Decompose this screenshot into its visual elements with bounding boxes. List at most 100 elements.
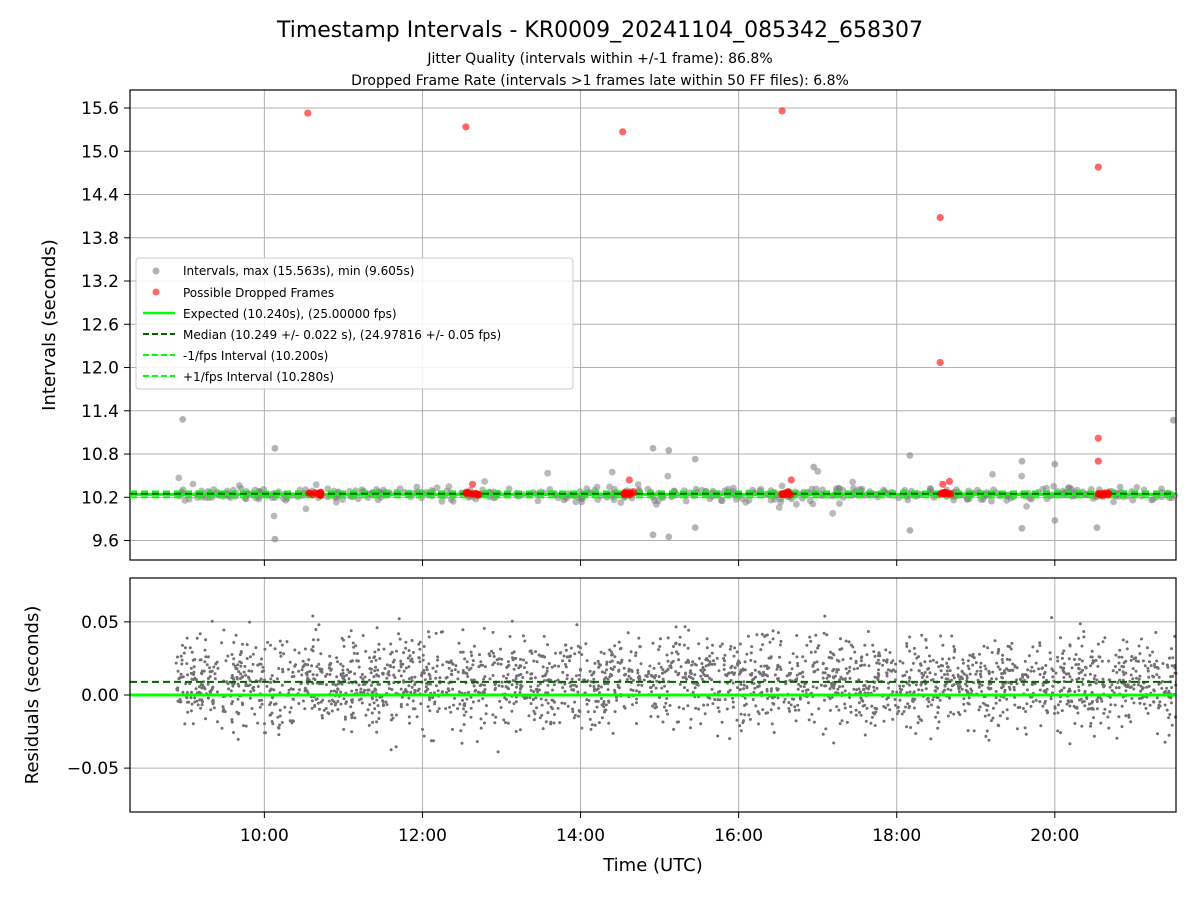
- residual-point: [635, 722, 638, 725]
- residual-point: [347, 677, 351, 681]
- residual-point: [979, 675, 983, 679]
- residual-point: [244, 682, 248, 686]
- residual-point: [461, 628, 465, 632]
- residual-point: [1001, 661, 1005, 664]
- residual-point: [923, 660, 927, 664]
- residual-point: [332, 689, 336, 693]
- residual-point: [853, 650, 857, 654]
- residual-point: [1101, 640, 1105, 644]
- residual-point: [339, 672, 343, 676]
- residual-point: [410, 676, 414, 679]
- residual-point: [1141, 659, 1145, 663]
- residual-point: [1114, 653, 1118, 657]
- residual-point: [636, 668, 640, 672]
- residual-point: [710, 662, 714, 666]
- residual-point: [269, 643, 272, 647]
- residual-point: [278, 714, 282, 718]
- residual-point: [729, 666, 733, 670]
- residual-point: [1045, 710, 1049, 713]
- residual-point: [1108, 710, 1112, 714]
- residual-point: [655, 679, 659, 683]
- residual-point: [1015, 666, 1019, 670]
- residual-point: [359, 687, 363, 691]
- residual-point: [428, 709, 432, 713]
- residual-point: [434, 631, 438, 635]
- residual-point: [986, 646, 990, 650]
- residual-point: [575, 623, 579, 627]
- residual-point: [311, 673, 315, 677]
- residual-point: [563, 702, 567, 705]
- residual-point: [203, 660, 207, 664]
- residual-point: [556, 706, 560, 710]
- residual-point: [1096, 696, 1100, 700]
- residual-point: [185, 691, 189, 694]
- residual-point: [869, 721, 873, 725]
- residual-point: [256, 685, 260, 688]
- residual-point: [317, 623, 321, 627]
- residual-point: [1103, 636, 1107, 640]
- residual-point: [928, 659, 932, 663]
- residual-point: [545, 669, 549, 673]
- residual-point: [638, 678, 642, 682]
- residual-point: [963, 709, 967, 713]
- residual-point: [887, 686, 890, 690]
- interval-point: [438, 497, 446, 505]
- residual-point: [242, 670, 246, 674]
- residual-point: [831, 675, 835, 679]
- residual-point: [551, 688, 554, 692]
- residual-point: [938, 698, 942, 702]
- residual-point: [1056, 711, 1060, 715]
- residual-point: [991, 670, 995, 674]
- residual-point: [370, 667, 373, 671]
- residual-point: [823, 698, 826, 702]
- residual-point: [263, 678, 267, 682]
- residual-point: [729, 644, 733, 648]
- residual-point: [735, 650, 739, 654]
- residual-point: [1062, 686, 1066, 690]
- residual-point: [956, 666, 960, 670]
- residual-point: [565, 673, 569, 677]
- residual-point: [1068, 704, 1072, 708]
- residual-point: [937, 665, 941, 669]
- residual-point: [258, 705, 262, 709]
- residual-point: [190, 690, 193, 694]
- residual-point: [801, 655, 805, 659]
- residual-point: [448, 705, 452, 709]
- residual-point: [924, 638, 928, 642]
- bottom-x-tick-label: 14:00: [556, 826, 605, 846]
- residual-point: [886, 703, 890, 707]
- residual-point: [1091, 659, 1095, 663]
- interval-point: [302, 505, 310, 513]
- residual-point: [350, 659, 354, 663]
- residual-point: [1114, 686, 1118, 690]
- residual-point: [702, 703, 706, 707]
- residual-point: [306, 663, 310, 667]
- residual-point: [360, 672, 364, 676]
- residual-point: [422, 668, 426, 672]
- interval-point: [634, 481, 642, 488]
- residual-point: [482, 677, 486, 681]
- residual-point: [226, 682, 230, 686]
- residual-point: [369, 683, 373, 687]
- residual-point: [278, 723, 282, 727]
- residual-point: [962, 697, 966, 701]
- residual-point: [865, 653, 869, 657]
- residual-point: [185, 696, 189, 700]
- residual-point: [836, 687, 840, 691]
- residual-point: [451, 727, 454, 731]
- residual-point: [783, 697, 787, 701]
- residual-point: [364, 713, 368, 717]
- residual-point: [561, 686, 565, 690]
- residual-point: [984, 667, 988, 671]
- residual-point: [244, 673, 248, 677]
- residual-point: [544, 698, 548, 702]
- residual-point: [577, 709, 581, 713]
- residual-point: [722, 667, 726, 671]
- residual-point: [399, 687, 403, 691]
- residual-point: [716, 734, 720, 738]
- residual-point: [1082, 630, 1086, 633]
- residual-point: [523, 696, 527, 700]
- residual-point: [732, 654, 736, 658]
- residual-point: [1053, 706, 1057, 710]
- residual-point: [1137, 677, 1141, 681]
